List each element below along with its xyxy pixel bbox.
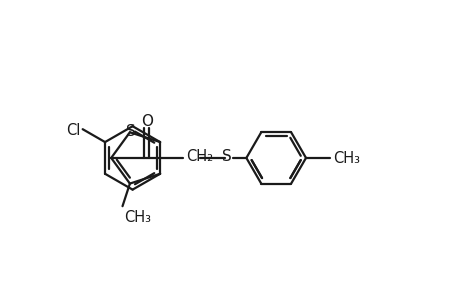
- Text: O: O: [140, 114, 153, 129]
- Text: S: S: [221, 149, 231, 164]
- Text: CH₃: CH₃: [124, 210, 151, 225]
- Text: Cl: Cl: [66, 123, 80, 138]
- Text: CH₃: CH₃: [332, 152, 359, 166]
- Text: CH₂: CH₂: [185, 149, 213, 164]
- Text: S: S: [126, 124, 135, 139]
